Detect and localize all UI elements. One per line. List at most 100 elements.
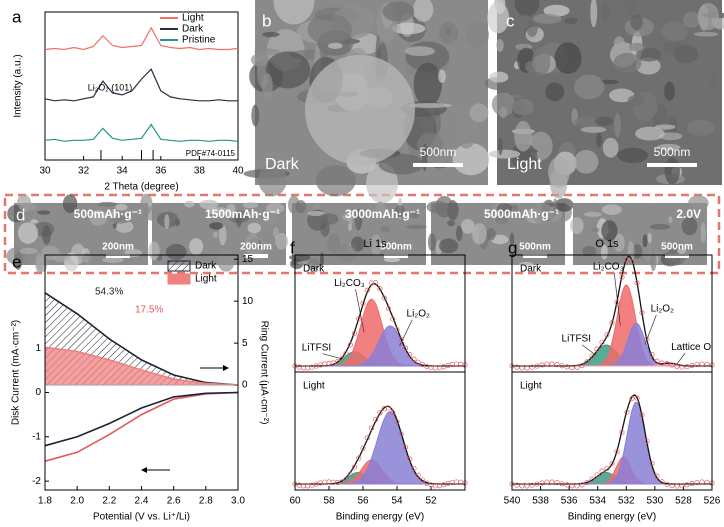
component-peak (512, 456, 712, 485)
scale-bar-label: 200nm (240, 242, 272, 253)
sem-texture (496, 203, 513, 214)
annotation: 17.5% (135, 305, 163, 316)
sem-texture (600, 244, 608, 260)
sem-texture (265, 203, 285, 214)
data-point (634, 280, 640, 286)
sem-texture (209, 207, 230, 216)
sem-texture (110, 216, 131, 224)
sem-texture (596, 132, 602, 148)
data-point (381, 295, 387, 301)
sem-texture (307, 258, 320, 270)
x-tick-label: 58 (323, 496, 335, 507)
data-point (629, 395, 635, 401)
data-point (373, 280, 379, 286)
data-point (644, 336, 650, 342)
data-point (360, 445, 366, 451)
sem-texture (19, 247, 38, 255)
label-pointer (355, 289, 365, 333)
sem-texture (199, 199, 219, 210)
data-point (539, 480, 545, 486)
data-point (614, 299, 620, 305)
data-point (347, 471, 353, 477)
sem-texture (552, 198, 558, 216)
x-tick-label: 2.6 (167, 496, 181, 507)
data-point (649, 460, 655, 467)
x-axis-label: Binding energy (eV) (568, 512, 656, 523)
y-tick-label: 1 (35, 343, 41, 354)
subplot-label: Light (520, 381, 542, 392)
sem-texture (370, 234, 382, 256)
sem-texture (697, 2, 720, 31)
sem-texture (489, 71, 509, 83)
sem-texture (614, 112, 621, 138)
y-tick-label: -1 (32, 431, 41, 442)
sem-texture (706, 98, 715, 122)
data-point (669, 482, 675, 489)
image-label: 500mAh·g⁻¹ (74, 207, 142, 221)
chart-title: O 1s (595, 238, 619, 250)
data-point (639, 310, 645, 316)
sem-texture (531, 202, 553, 224)
data-point (407, 352, 413, 358)
legend-label: Dark (182, 24, 204, 35)
sem-texture (37, 210, 51, 215)
data-point (699, 479, 705, 485)
sem-texture (62, 194, 78, 214)
sem-texture (217, 250, 235, 272)
sem-texture (460, 219, 475, 234)
data-point (599, 339, 605, 345)
data-point (604, 332, 610, 338)
subplot-label: Light (303, 381, 325, 392)
data-point (356, 316, 362, 322)
image-label: 5000mAh·g⁻¹ (484, 207, 559, 221)
sem-texture (531, 46, 551, 77)
y-tick-label: 0 (35, 387, 41, 398)
x-tick-label: 3.0 (231, 496, 245, 507)
component-label: Li₂CO₃ (593, 262, 624, 273)
x-tick-label: 526 (704, 496, 721, 507)
sem-texture (382, 1, 415, 22)
data-point (694, 479, 700, 486)
data-point (634, 395, 640, 401)
data-point (339, 479, 345, 485)
data-point (524, 483, 530, 489)
sem-texture (261, 72, 273, 99)
data-point (385, 305, 392, 312)
x-tick-label: 30 (39, 166, 51, 177)
sem-texture (30, 219, 39, 224)
x-axis-label: 2 Theta (degree) (104, 182, 178, 193)
data-point (514, 364, 520, 370)
sem-texture (613, 233, 625, 252)
data-point (351, 464, 358, 470)
label-pointer (322, 353, 342, 360)
label-pointer (676, 352, 686, 365)
sem-texture (438, 238, 459, 254)
sem-texture (413, 0, 434, 22)
component-label: Li₂O₂ (651, 304, 674, 315)
sem-texture (447, 220, 456, 227)
legend-swatch (167, 260, 191, 272)
data-point (569, 365, 575, 371)
data-point (343, 350, 349, 357)
sem-texture (438, 21, 459, 45)
sem-texture (564, 17, 578, 25)
sem-texture (410, 211, 420, 219)
sem-texture (681, 217, 698, 236)
data-point (644, 438, 650, 444)
y2-tick-label: 15 (242, 254, 254, 265)
sem-texture (519, 261, 534, 267)
sem-texture (342, 213, 353, 221)
legend-label: Pristine (182, 35, 216, 46)
y-tick-label: -2 (32, 476, 41, 487)
y-axis-label: Disk Current (mA·cm⁻²) (11, 320, 22, 425)
y2-tick-label: 0 (242, 380, 248, 391)
data-point (624, 409, 630, 415)
sem-texture (495, 214, 509, 225)
data-point (564, 482, 570, 488)
annotation: 54.3% (95, 287, 123, 298)
x-tick-label: 2.4 (135, 496, 149, 507)
legend-label: Light (195, 274, 217, 285)
sem-texture (354, 213, 361, 230)
data-point (704, 361, 710, 367)
